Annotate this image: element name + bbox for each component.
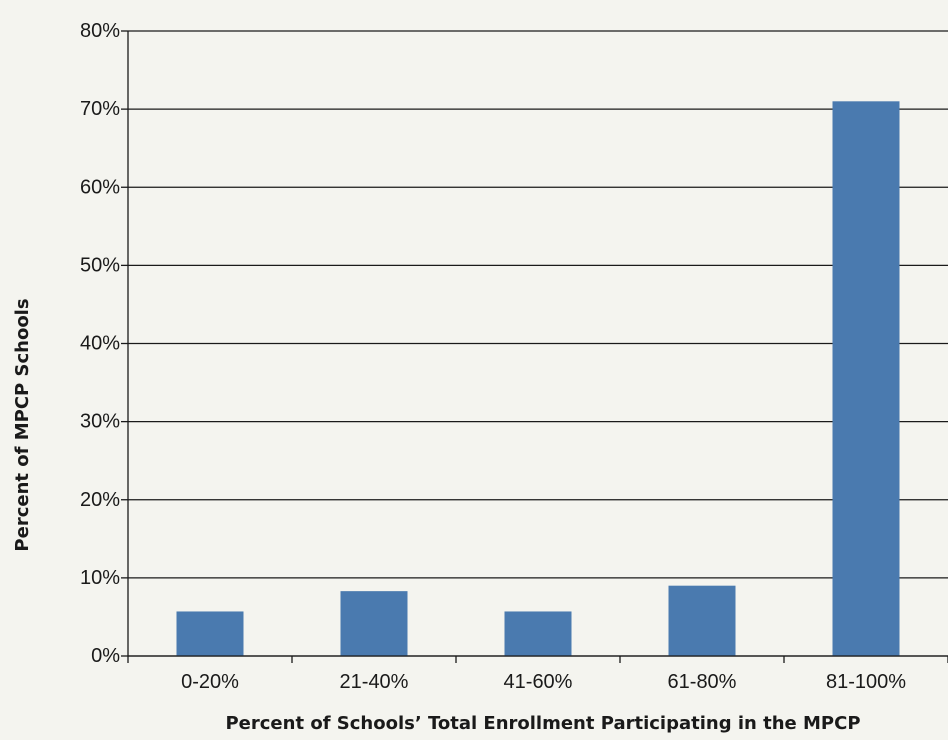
bars [176, 101, 900, 656]
x-tick-labels: 0-20% 21-40% 41-60% 61-80% 81-100% [181, 671, 906, 693]
axes [127, 31, 948, 663]
x-tick-label: 21-40% [340, 671, 409, 693]
x-tick-label: 81-100% [826, 671, 906, 693]
x-tick-label: 61-80% [668, 671, 737, 693]
y-tick-label: 30% [80, 411, 120, 433]
y-tick-label: 0% [91, 645, 120, 667]
y-axis-title: Percent of MPCP Schools [12, 298, 33, 551]
y-tick-label: 80% [80, 20, 120, 42]
y-tick-label: 40% [80, 333, 120, 355]
x-axis-title: Percent of Schools’ Total Enrollment Par… [225, 713, 860, 734]
bar-81-100% [832, 101, 900, 656]
bar-61-80% [668, 585, 736, 656]
bar-21-40% [340, 591, 408, 656]
x-tick-label: 41-60% [504, 671, 573, 693]
bar-0-20% [176, 611, 244, 656]
x-tick-label: 0-20% [181, 671, 239, 693]
gridlines [121, 30, 948, 657]
y-tick-label: 60% [80, 176, 120, 198]
y-tick-labels: 0% 10% 20% 30% 40% 50% 60% 70% 80% [80, 20, 120, 667]
bar-41-60% [504, 611, 572, 656]
y-tick-label: 50% [80, 254, 120, 276]
y-tick-label: 70% [80, 98, 120, 120]
y-tick-label: 10% [80, 567, 120, 589]
y-tick-label: 20% [80, 489, 120, 511]
